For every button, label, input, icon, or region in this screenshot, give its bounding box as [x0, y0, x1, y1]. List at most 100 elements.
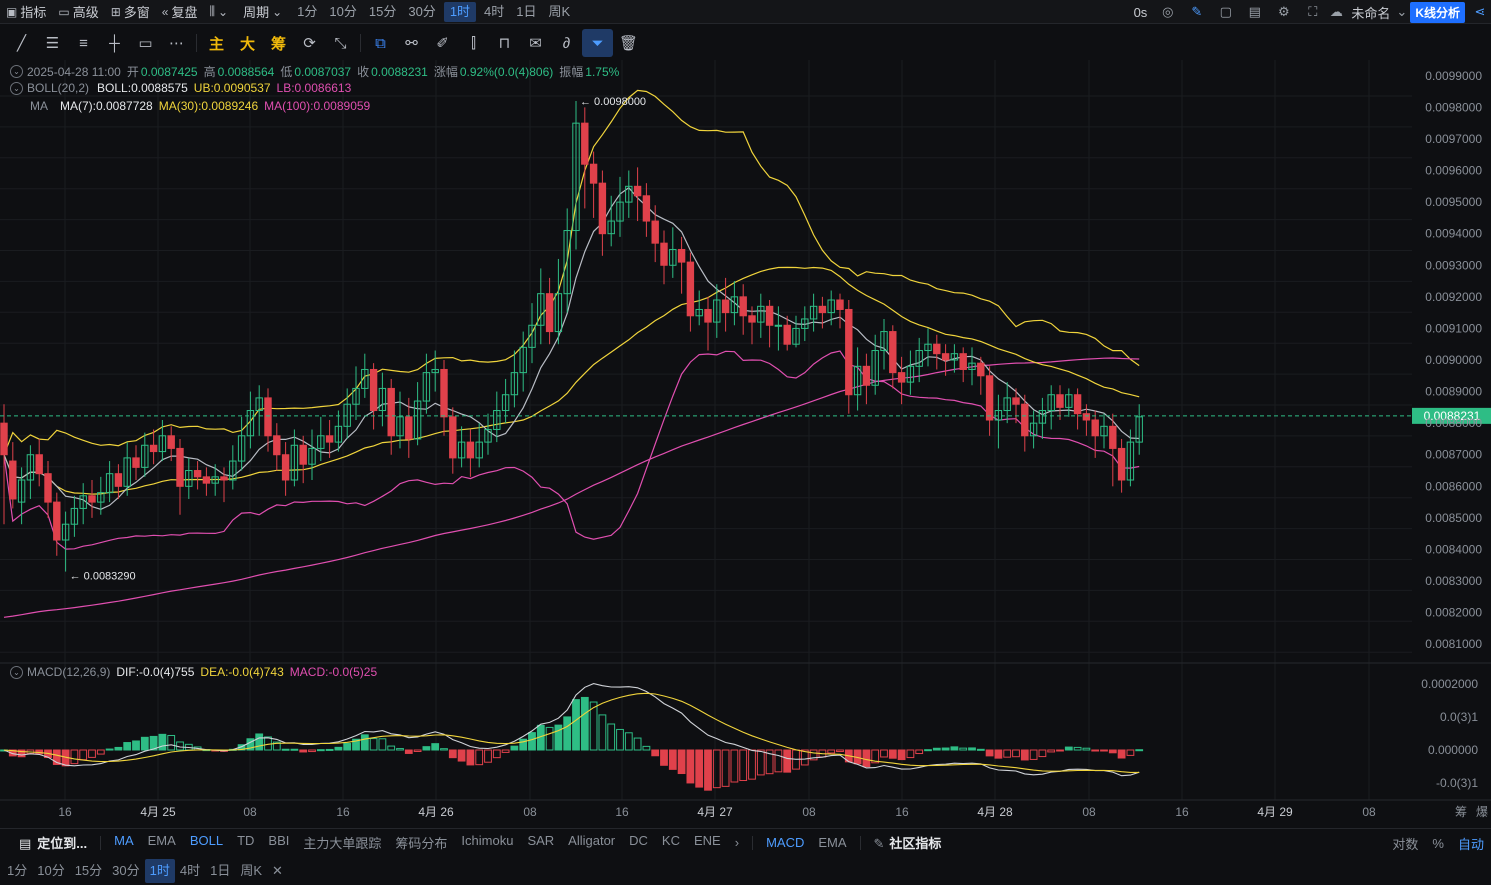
interval-5[interactable]: 4时: [484, 3, 505, 19]
notes-icon[interactable]: ✉: [529, 35, 542, 52]
main-indicator-8[interactable]: SAR: [527, 833, 555, 848]
candle-body[interactable]: [167, 435, 175, 449]
candle-body[interactable]: [633, 185, 642, 197]
candle-body[interactable]: [783, 324, 791, 345]
candle-body[interactable]: [369, 368, 378, 412]
candle-body[interactable]: [132, 457, 140, 468]
candle-body[interactable]: [105, 473, 114, 494]
candle-body[interactable]: [836, 299, 844, 310]
candle-body[interactable]: [695, 308, 703, 317]
candle-body[interactable]: [97, 492, 105, 503]
candle-body[interactable]: [1021, 403, 1029, 437]
copy-icon[interactable]: ⧉: [375, 34, 386, 52]
candle-body[interactable]: [1073, 394, 1082, 415]
boll-name[interactable]: BOLL(20,2): [27, 81, 90, 95]
price-chart-svg[interactable]: ← 0.0098000 ← 0.0083290 0.0088231 0.0099000…: [0, 60, 1491, 825]
candle-body[interactable]: [933, 343, 941, 355]
candle-body[interactable]: [554, 293, 563, 333]
candle-body[interactable]: [185, 470, 193, 487]
candle-body[interactable]: [545, 293, 554, 333]
candle-body[interactable]: [985, 375, 994, 421]
main-indicator-6[interactable]: 筹码分布: [395, 836, 448, 851]
interval-7[interactable]: 周K: [548, 3, 571, 19]
macd-name[interactable]: MACD(12,26,9): [27, 665, 111, 679]
candle-body[interactable]: [906, 365, 915, 383]
candle-body[interactable]: [334, 425, 343, 443]
candle-body[interactable]: [378, 387, 387, 412]
interval-4[interactable]: 1时: [443, 1, 477, 22]
candle-body[interactable]: [457, 441, 466, 459]
candle-body[interactable]: [677, 248, 686, 263]
candle-body[interactable]: [44, 473, 52, 503]
candle-body[interactable]: [1117, 447, 1126, 481]
main-indicator-11[interactable]: KC: [661, 833, 680, 848]
candle-body[interactable]: [149, 444, 158, 453]
magnet-icon[interactable]: ∂: [562, 34, 571, 52]
candle-body[interactable]: [422, 372, 431, 402]
candle-body[interactable]: [1065, 394, 1073, 408]
candle-body[interactable]: [255, 397, 263, 412]
main-indicator-5[interactable]: 主力大单跟踪: [303, 836, 382, 851]
candle-body[interactable]: [361, 368, 369, 389]
candle-body[interactable]: [713, 299, 721, 323]
bottom-period-7[interactable]: 周K: [240, 863, 263, 878]
candle-body[interactable]: [607, 220, 615, 235]
fullscreen-icon[interactable]: ⛶: [1308, 4, 1318, 19]
candle-body[interactable]: [1135, 416, 1143, 443]
candle-body[interactable]: [880, 331, 888, 352]
candle-body[interactable]: [308, 447, 316, 465]
candle-body[interactable]: [1029, 422, 1038, 437]
candle-body[interactable]: [730, 296, 739, 314]
interval-3[interactable]: 30分: [408, 3, 436, 19]
candle-body[interactable]: [801, 318, 809, 329]
bottom-period-3[interactable]: 30分: [112, 863, 140, 878]
measure-icon[interactable]: ⤡: [334, 34, 347, 52]
candle-body[interactable]: [449, 416, 457, 459]
candle-body[interactable]: [924, 343, 932, 352]
bottom-period-0[interactable]: 1分: [7, 863, 28, 878]
candle-body[interactable]: [862, 365, 871, 386]
candle-body[interactable]: [1012, 397, 1020, 405]
candle-body[interactable]: [26, 454, 35, 481]
candle-body[interactable]: [325, 435, 334, 443]
candle-body[interactable]: [35, 454, 43, 475]
interval-1[interactable]: 10分: [329, 3, 357, 19]
camera-icon[interactable]: ◎: [1162, 4, 1174, 19]
replay-button[interactable]: «复盘: [161, 4, 198, 21]
chart-area[interactable]: ← 0.0098000 ← 0.0083290 0.0088231 0.0099000…: [0, 60, 1491, 825]
candle-body[interactable]: [440, 368, 448, 418]
locate-button[interactable]: ▤ 定位到...: [19, 836, 88, 851]
community-indicators-button[interactable]: ✎ 社区指标: [873, 836, 942, 851]
candle-body[interactable]: [0, 422, 8, 456]
candle-body[interactable]: [246, 410, 255, 437]
rectangle-icon[interactable]: ▭: [138, 35, 153, 52]
candle-body[interactable]: [290, 444, 299, 481]
candle-body[interactable]: [563, 230, 571, 295]
candle-body[interactable]: [88, 495, 96, 503]
candle-body[interactable]: [141, 444, 149, 468]
bottom-period-1[interactable]: 10分: [37, 863, 65, 878]
collapse-icon[interactable]: ⌄: [10, 665, 23, 679]
candle-body[interactable]: [237, 435, 246, 462]
candle-body[interactable]: [686, 261, 695, 317]
candle-body[interactable]: [994, 410, 1003, 421]
main-indicator-4[interactable]: BBI: [268, 833, 290, 848]
candle-body[interactable]: [528, 324, 536, 348]
main-indicator-7[interactable]: Ichimoku: [461, 833, 514, 848]
candle-body[interactable]: [387, 387, 395, 437]
sub-indicator-0[interactable]: MACD: [766, 835, 805, 850]
candle-body[interactable]: [598, 182, 607, 235]
main-indicator-10[interactable]: DC: [629, 833, 648, 848]
candle-body[interactable]: [616, 201, 624, 222]
candle-body[interactable]: [17, 479, 26, 503]
candle-body[interactable]: [809, 305, 818, 320]
candle-body[interactable]: [581, 122, 589, 165]
candle-body[interactable]: [493, 410, 501, 430]
candle-body[interactable]: [915, 350, 923, 367]
collapse-icon[interactable]: ⌄: [10, 65, 23, 78]
chip-button[interactable]: 筹: [270, 35, 286, 53]
bottom-period-2[interactable]: 15分: [74, 863, 103, 878]
candle-body[interactable]: [739, 296, 747, 317]
candle-body[interactable]: [1082, 413, 1091, 421]
interval-6[interactable]: 1日: [516, 3, 537, 19]
